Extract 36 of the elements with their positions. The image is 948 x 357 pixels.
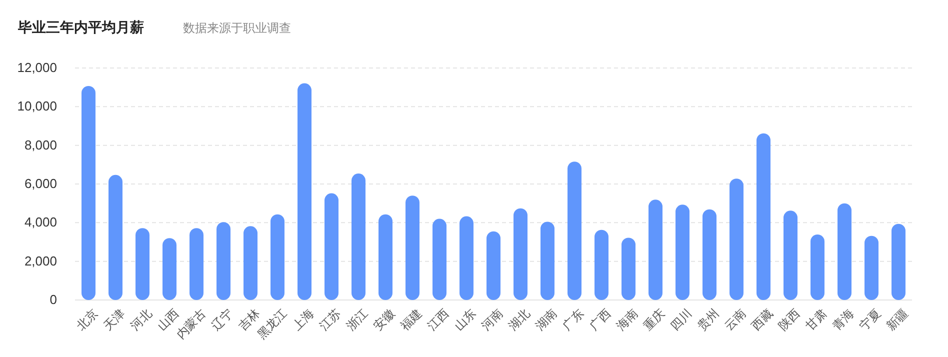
xtick: 宁夏	[856, 306, 884, 334]
xtick: 上海	[290, 306, 317, 334]
ytick: 4,000	[24, 214, 57, 230]
xtick: 河南	[478, 306, 506, 334]
xtick: 重庆	[640, 306, 668, 334]
xtick: 青海	[830, 306, 857, 334]
xtick: 河北	[128, 306, 155, 334]
xtick: 广西	[586, 306, 614, 334]
xtick: 浙江	[344, 306, 371, 334]
xtick: 湖北	[506, 306, 533, 334]
xtick: 新疆	[884, 306, 911, 334]
xtick: 北京	[74, 306, 101, 334]
ytick: 10,000	[17, 98, 57, 114]
xtick: 四川	[668, 306, 695, 334]
xtick: 西藏	[748, 306, 776, 334]
ytick: 0	[50, 292, 57, 307]
ytick: 12,000	[17, 60, 57, 75]
xtick: 海南	[614, 306, 641, 334]
xtick: 贵州	[694, 306, 722, 334]
title: 毕业三年内平均月薪	[18, 19, 144, 35]
xtick: 陕西	[776, 306, 803, 334]
xtick: 山东	[452, 306, 479, 334]
xtick: 甘肃	[802, 306, 830, 334]
ytick: 6,000	[24, 176, 57, 191]
xtick: 辽宁	[208, 306, 236, 334]
xtick: 江西	[424, 306, 452, 334]
xtick: 广东	[560, 306, 587, 334]
xtick: 天津	[100, 306, 128, 334]
xtick: 湖南	[532, 306, 560, 334]
subtitle: 数据来源于职业调查	[183, 21, 291, 35]
xtick: 福建	[398, 306, 425, 334]
ytick: 2,000	[24, 253, 57, 268]
xtick: 云南	[722, 306, 749, 334]
ytick: 8,000	[24, 137, 57, 152]
xtick: 江苏	[316, 306, 344, 334]
xtick: 安徽	[370, 306, 398, 334]
